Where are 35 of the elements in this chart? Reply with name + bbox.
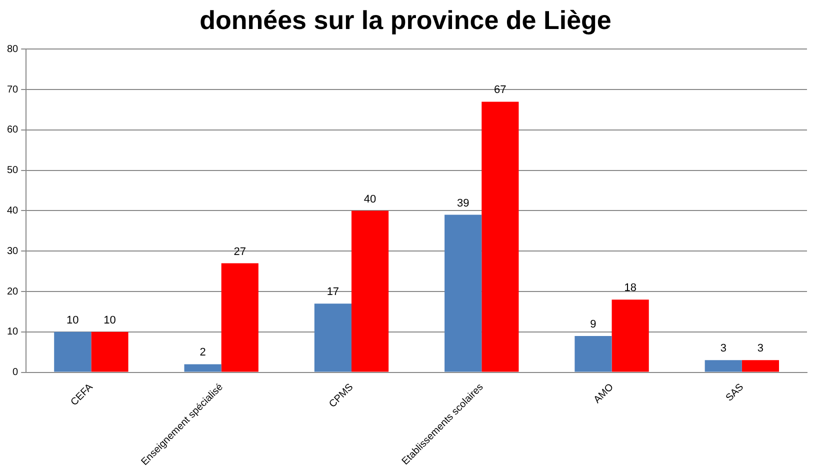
y-tick-label: 20 [7,286,19,298]
data-label: 10 [66,314,79,326]
y-tick-label: 50 [7,165,19,176]
data-label: 27 [234,246,246,258]
data-label: 39 [456,197,470,210]
bar [742,360,780,372]
bar [612,300,649,372]
y-tick-label: 60 [7,124,19,136]
bar [444,214,482,372]
y-tick-label: 40 [7,205,19,216]
y-tick-label: 0 [12,367,19,378]
data-label: 18 [624,282,636,294]
data-label: 67 [494,84,506,96]
data-label: 17 [326,286,340,298]
bar [54,332,92,372]
data-label: 9 [590,318,596,330]
y-tick-label: 10 [7,326,19,338]
chart-title: données sur la province de Liège [200,4,612,35]
data-label: 10 [104,314,116,326]
bar [91,332,128,372]
data-label: 3 [720,342,726,355]
bar [221,263,258,372]
y-tick-label: 70 [7,84,19,96]
bar [351,210,389,372]
bar [184,364,222,372]
bar [704,360,742,372]
x-tick-label: SAS [724,382,746,404]
bar [574,336,612,372]
y-tick-label: 30 [7,246,19,257]
y-tick-label: 80 [7,44,19,55]
data-label: 40 [364,193,376,206]
bar [482,102,519,372]
bar [314,304,352,372]
data-label: 2 [200,346,206,359]
data-label: 3 [757,342,764,355]
